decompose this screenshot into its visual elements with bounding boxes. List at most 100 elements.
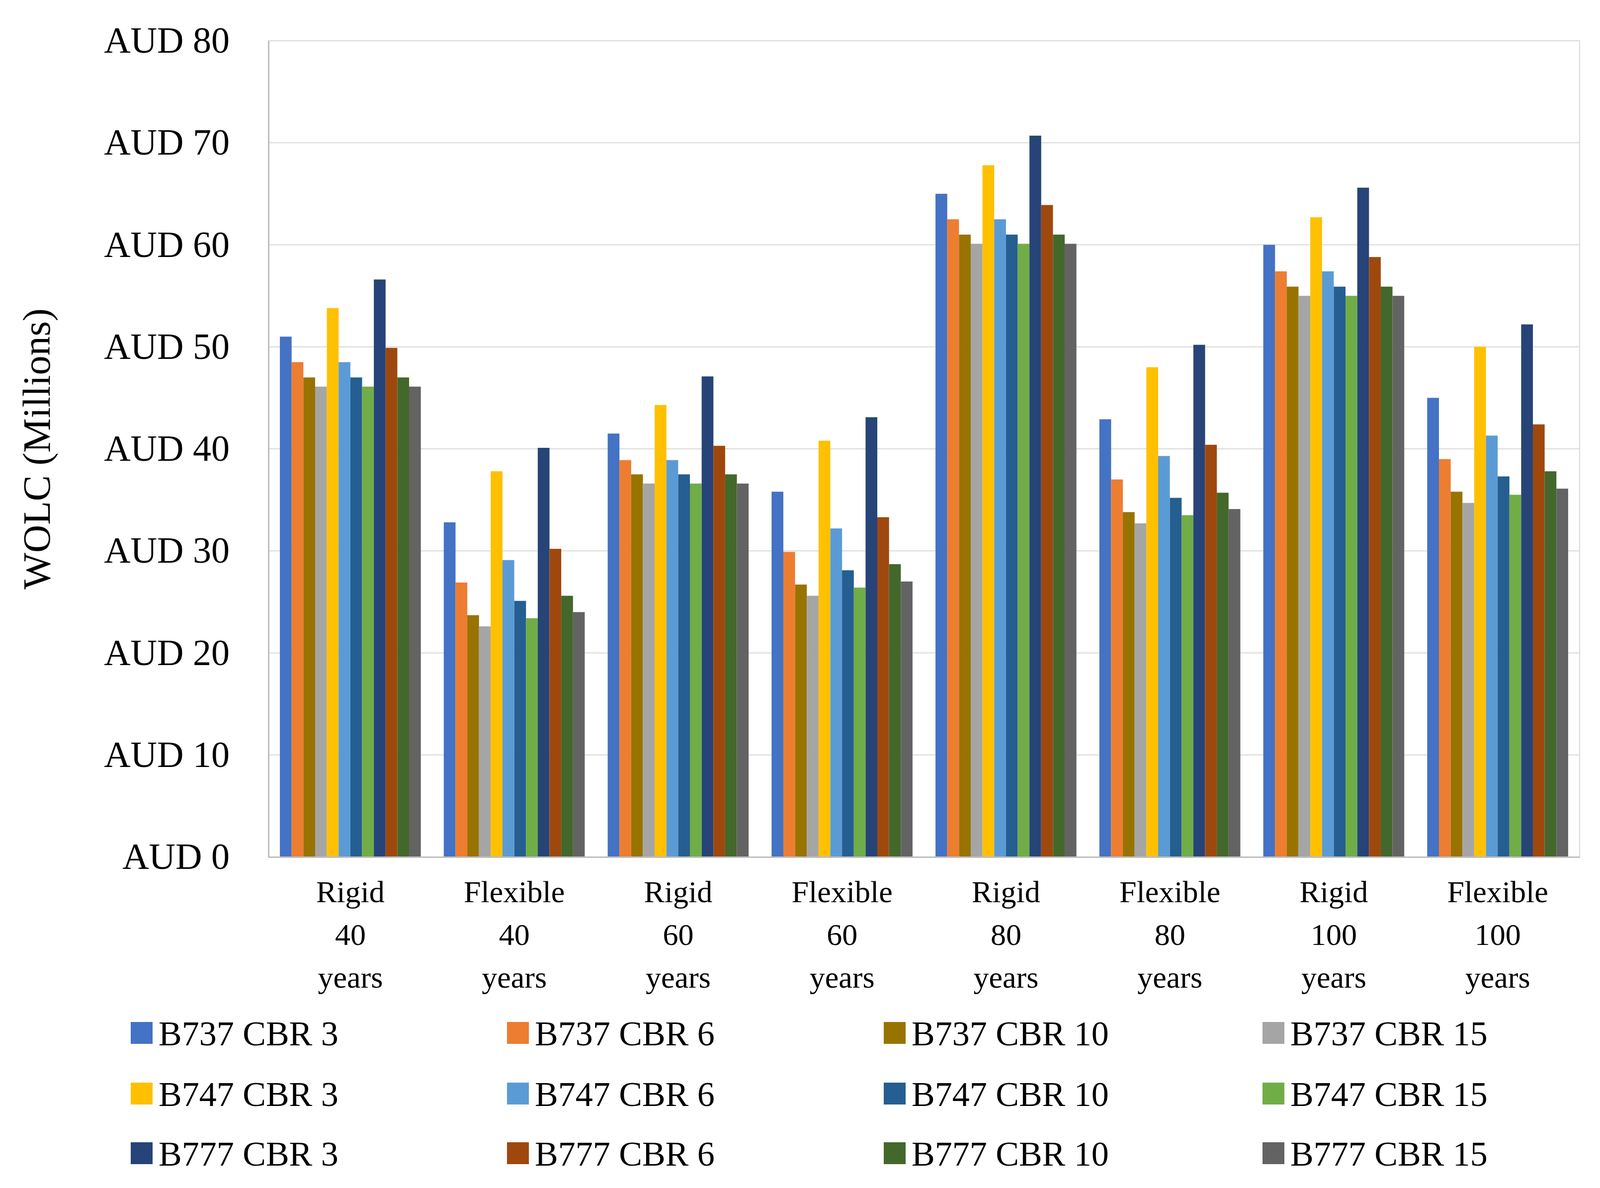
bar (795, 584, 808, 857)
legend-label: B777 CBR 3 (158, 1134, 339, 1174)
bar (1158, 455, 1171, 857)
bar (397, 377, 410, 857)
bar (900, 581, 913, 857)
bar (806, 595, 819, 857)
y-tick: AUD 20 (103, 632, 269, 674)
x-tick-label-line: years (1137, 960, 1203, 995)
x-tick: Rigid60years (643, 856, 713, 995)
x-tick-label-line: 100 (1310, 917, 1357, 952)
x-tick-label: Rigid80years (971, 874, 1041, 995)
y-tick-label: AUD 30 (103, 529, 230, 571)
bar (1052, 234, 1065, 857)
bar (1170, 498, 1182, 857)
bar (1427, 397, 1439, 857)
bar-series (327, 165, 1487, 857)
y-tick: AUD 50 (103, 326, 269, 367)
bar (1298, 295, 1311, 857)
x-tick-label-line: years (1301, 960, 1367, 995)
x-tick: Rigid80years (971, 856, 1041, 995)
grid-line (268, 244, 1580, 246)
bar (701, 376, 714, 857)
bar (970, 243, 983, 857)
bar (443, 522, 456, 857)
x-tick-label: Flexible80years (1119, 874, 1221, 995)
bar (1064, 243, 1077, 857)
bar (818, 440, 831, 857)
bar (279, 336, 292, 857)
bar (1181, 514, 1194, 857)
bar (689, 483, 702, 857)
bar (958, 234, 971, 857)
x-tick-label-line: years (317, 960, 383, 995)
bar (1310, 217, 1323, 857)
bar (1357, 187, 1370, 857)
legend: B737 CBR 3B737 CBR 6B737 CBR 10B737 CBR … (130, 1014, 1488, 1174)
legend-label: B777 CBR 6 (534, 1134, 715, 1174)
bar (525, 618, 538, 857)
legend-item: B777 CBR 10 (883, 1134, 1109, 1174)
bar-series (397, 234, 1557, 857)
bar (1392, 295, 1405, 857)
y-tick-label: AUD 80 (103, 19, 230, 61)
y-tick: AUD 70 (103, 121, 269, 163)
bar (1017, 243, 1030, 857)
bar (303, 377, 316, 857)
bar (467, 615, 480, 857)
legend-swatch (130, 1021, 153, 1044)
bar (373, 279, 386, 857)
bar (982, 165, 995, 857)
legend-item: B747 CBR 10 (883, 1075, 1109, 1114)
y-tick-label: AUD 40 (103, 427, 230, 469)
bar (1134, 523, 1147, 857)
bar (865, 417, 878, 857)
x-tick-label-line: Rigid (1299, 874, 1368, 909)
bar (1450, 491, 1463, 857)
bar (642, 483, 655, 857)
bar (853, 587, 866, 857)
bar (737, 483, 750, 857)
bar (350, 377, 363, 857)
legend-item: B747 CBR 6 (506, 1075, 715, 1114)
chart: AUD 0AUD 10AUD 20AUD 30AUD 40AUD 50AUD 6… (0, 0, 1600, 1188)
legend-item: B737 CBR 10 (883, 1014, 1109, 1053)
bar (1228, 508, 1241, 857)
x-tick-label-line: years (1465, 960, 1531, 995)
y-tick-label: AUD 50 (103, 326, 230, 367)
legend-label: B747 CBR 6 (534, 1075, 715, 1114)
grid-line (268, 142, 1580, 144)
legend-label: B737 CBR 6 (534, 1014, 715, 1053)
legend-item: B777 CBR 6 (506, 1134, 715, 1174)
bar-series (315, 243, 1475, 857)
bar (561, 595, 574, 857)
bar (537, 447, 550, 857)
bar (1193, 344, 1206, 857)
bar (677, 474, 690, 857)
legend-swatch (1262, 1082, 1285, 1105)
bar (409, 386, 422, 857)
bar (947, 219, 960, 857)
bars (279, 135, 1569, 857)
legend-label: B747 CBR 3 (158, 1075, 339, 1114)
bar (1532, 424, 1545, 857)
bar (666, 460, 679, 857)
y-tick: AUD 30 (103, 529, 269, 571)
bar (1205, 444, 1218, 857)
legend-swatch (506, 1021, 529, 1044)
bar (1099, 419, 1112, 857)
x-tick: Flexible80years (1119, 856, 1221, 995)
x-tick-label: Flexible100years (1447, 874, 1549, 995)
legend-swatch (506, 1082, 529, 1105)
bar (889, 564, 902, 857)
plot-frame (268, 40, 1580, 857)
x-tick-label-line: years (809, 960, 875, 995)
y-tick: AUD 40 (103, 427, 269, 469)
bar (1333, 286, 1346, 857)
bar (315, 386, 328, 857)
bar (514, 600, 527, 857)
bar (1380, 286, 1393, 857)
bar (385, 347, 398, 857)
bar (842, 570, 854, 857)
bar (1286, 286, 1299, 857)
x-tick: Rigid 100 years (1299, 856, 1368, 995)
x-axis: Rigid40yearsFlexible40yearsRigid60yearsF… (268, 856, 1581, 995)
